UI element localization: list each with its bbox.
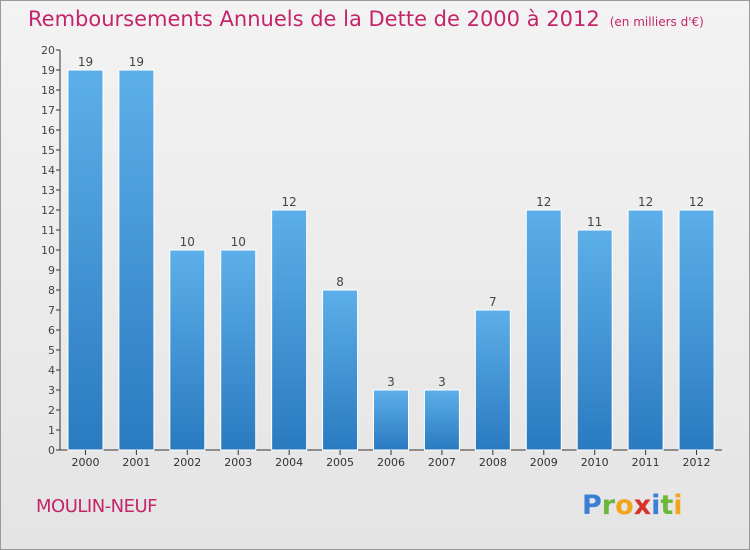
bar-value-label: 11 [587, 215, 602, 229]
y-tick-label: 12 [41, 204, 55, 217]
y-tick-label: 4 [48, 364, 55, 377]
bar [423, 389, 460, 451]
x-tick-label: 2011 [632, 456, 660, 469]
y-tick-label: 20 [41, 44, 55, 57]
x-tick-label: 2002 [173, 456, 201, 469]
bar-value-label: 8 [336, 275, 344, 289]
x-tick-label: 2003 [224, 456, 252, 469]
y-tick-label: 11 [41, 224, 55, 237]
chart-title: Remboursements Annuels de la Dette de 20… [28, 7, 704, 31]
x-tick-label: 2004 [275, 456, 303, 469]
unit-note: (en milliers d'€) [609, 15, 704, 29]
bar-value-label: 3 [438, 375, 446, 389]
bar [474, 309, 511, 451]
bar [373, 389, 409, 451]
bar [118, 69, 155, 451]
bar-value-label: 12 [282, 195, 297, 209]
bar-value-label: 3 [387, 375, 395, 389]
y-tick-label: 10 [41, 244, 55, 257]
chart-title-text: Remboursements Annuels de la Dette de 20… [28, 7, 600, 31]
y-tick-label: 1 [48, 424, 55, 437]
bar [169, 249, 206, 451]
bar-value-label: 12 [689, 195, 704, 209]
bar [322, 289, 359, 451]
x-tick-label: 2010 [581, 456, 609, 469]
x-tick-label: 2000 [71, 456, 99, 469]
bar-value-label: 19 [129, 55, 144, 69]
y-tick-label: 13 [41, 184, 55, 197]
bar-value-label: 19 [78, 55, 93, 69]
commune-name: MOULIN-NEUF [36, 496, 158, 517]
y-tick-label: 6 [48, 324, 55, 337]
y-tick-label: 18 [41, 84, 55, 97]
x-tick-label: 2008 [479, 456, 507, 469]
bar [678, 209, 715, 451]
bar-value-label: 12 [638, 195, 653, 209]
y-tick-label: 19 [41, 64, 55, 77]
y-tick-label: 7 [48, 304, 55, 317]
x-tick-label: 2012 [683, 456, 711, 469]
proxiti-logo: Proxiti [582, 490, 683, 521]
bar [576, 229, 613, 451]
bar [220, 249, 257, 451]
x-tick-label: 2001 [122, 456, 150, 469]
x-tick-label: 2006 [377, 456, 405, 469]
x-tick-label: 2007 [428, 456, 456, 469]
bar-value-label: 12 [536, 195, 551, 209]
bar [67, 69, 104, 451]
x-tick-label: 2009 [530, 456, 558, 469]
y-tick-label: 9 [48, 264, 55, 277]
bar-value-label: 10 [231, 235, 246, 249]
y-tick-label: 15 [41, 144, 55, 157]
y-tick-label: 14 [41, 164, 55, 177]
bar [271, 209, 308, 451]
y-tick-label: 17 [41, 104, 55, 117]
y-tick-label: 3 [48, 384, 55, 397]
bar-value-label: 7 [489, 295, 497, 309]
y-tick-label: 5 [48, 344, 55, 357]
y-tick-label: 8 [48, 284, 55, 297]
y-tick-label: 16 [41, 124, 55, 137]
bar-value-label: 10 [180, 235, 195, 249]
y-tick-label: 2 [48, 404, 55, 417]
bar [525, 209, 562, 451]
x-tick-label: 2005 [326, 456, 354, 469]
y-tick-label: 0 [48, 444, 55, 457]
bar [627, 209, 664, 451]
